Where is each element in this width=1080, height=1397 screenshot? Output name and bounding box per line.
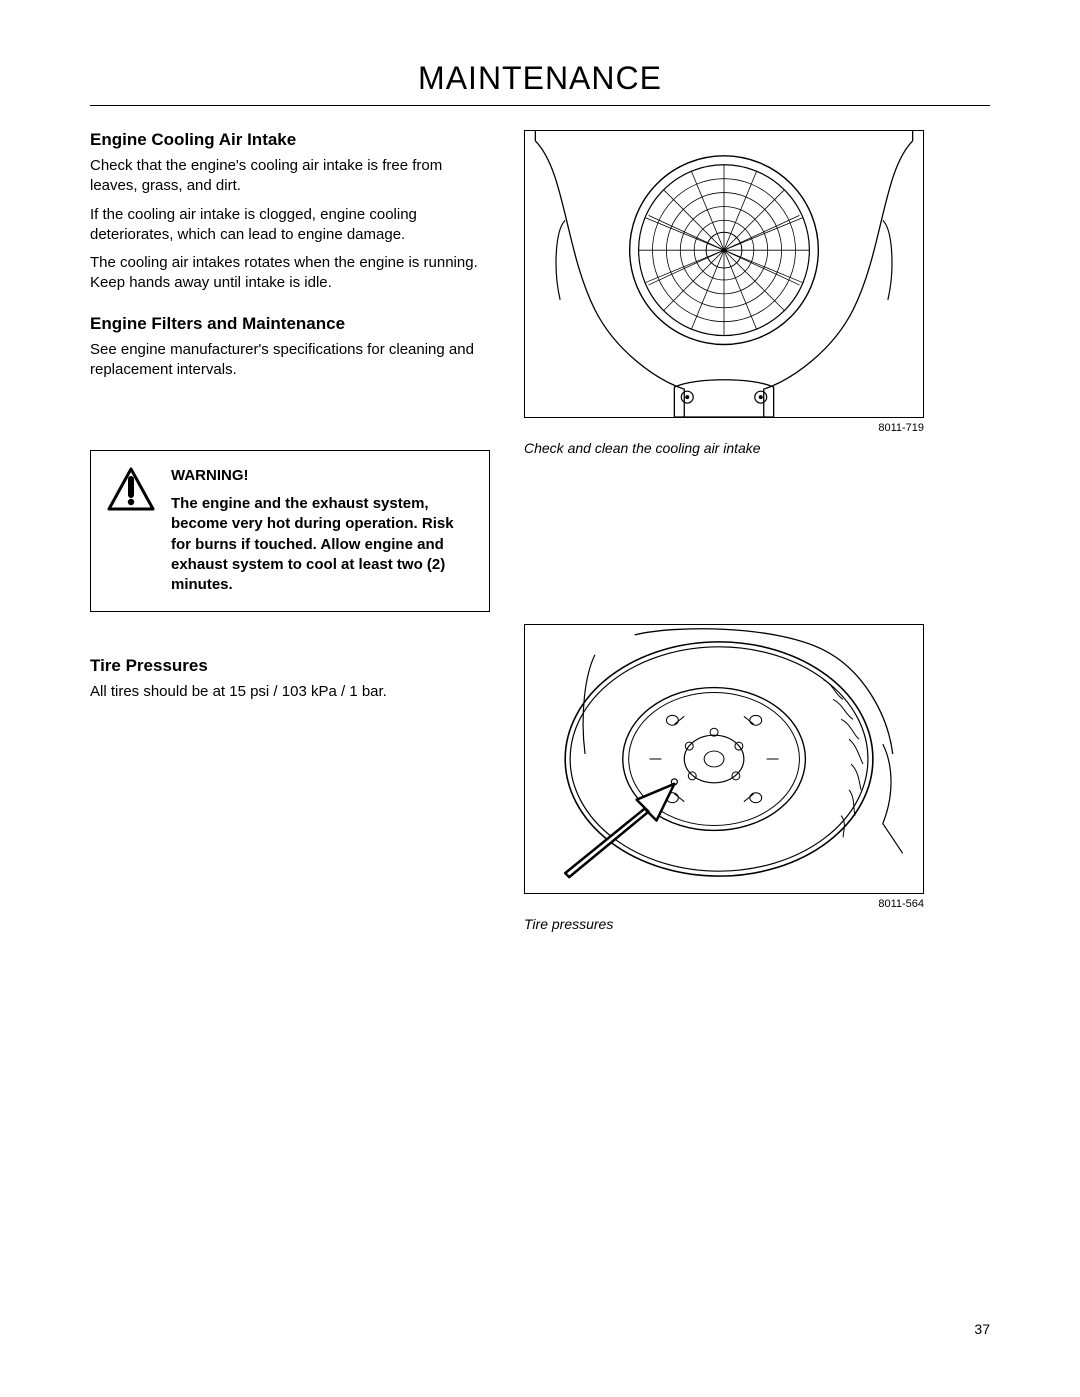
section-tires: Tire Pressures All tires should be at 15… <box>90 656 490 702</box>
right-column: 8011-719 Check and clean the cooling air… <box>524 130 924 932</box>
section-cooling: Engine Cooling Air Intake Check that the… <box>90 130 490 294</box>
figure-1-number: 8011-719 <box>524 422 924 434</box>
warning-box: WARNING! The engine and the exhaust syst… <box>90 450 490 612</box>
cooling-p3: The cooling air intakes rotates when the… <box>90 253 490 294</box>
section-filters: Engine Filters and Maintenance See engin… <box>90 314 490 381</box>
warning-body: The engine and the exhaust system, becom… <box>171 494 473 595</box>
cooling-p2: If the cooling air intake is clogged, en… <box>90 205 490 246</box>
page-title: MAINTENANCE <box>90 60 990 106</box>
cooling-heading: Engine Cooling Air Intake <box>90 130 490 150</box>
figure-2-caption: Tire pressures <box>524 916 924 932</box>
figure-2-wrap: 8011-564 Tire pressures <box>524 624 924 932</box>
tires-p1: All tires should be at 15 psi / 103 kPa … <box>90 682 490 702</box>
figure-1-wrap: 8011-719 Check and clean the cooling air… <box>524 130 924 456</box>
figure-2-illustration <box>524 624 924 894</box>
warning-icon <box>107 467 155 595</box>
page-number: 37 <box>974 1321 990 1337</box>
filters-p1: See engine manufacturer's specifications… <box>90 340 490 381</box>
figure-1-caption: Check and clean the cooling air intake <box>524 440 924 456</box>
warning-label: WARNING! <box>171 467 473 484</box>
content-wrap: Engine Cooling Air Intake Check that the… <box>90 130 990 932</box>
cooling-p1: Check that the engine's cooling air inta… <box>90 156 490 197</box>
figure-2-number: 8011-564 <box>524 898 924 910</box>
figure-1-illustration <box>524 130 924 418</box>
tires-heading: Tire Pressures <box>90 656 490 676</box>
left-column: Engine Cooling Air Intake Check that the… <box>90 130 490 932</box>
warning-text: WARNING! The engine and the exhaust syst… <box>171 467 473 595</box>
filters-heading: Engine Filters and Maintenance <box>90 314 490 334</box>
